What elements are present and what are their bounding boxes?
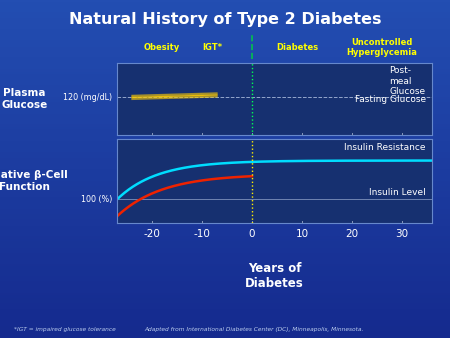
- Text: 0: 0: [249, 228, 255, 239]
- Text: Post-
meal
Glucose: Post- meal Glucose: [390, 66, 426, 96]
- Text: Insulin Level: Insulin Level: [369, 188, 426, 197]
- Text: -10: -10: [194, 228, 211, 239]
- Text: Relative β-Cell
Function: Relative β-Cell Function: [0, 170, 68, 192]
- Text: Insulin Resistance: Insulin Resistance: [344, 143, 426, 152]
- Text: Years of
Diabetes: Years of Diabetes: [245, 262, 304, 290]
- Text: 20: 20: [346, 228, 359, 239]
- Text: Natural History of Type 2 Diabetes: Natural History of Type 2 Diabetes: [69, 12, 381, 27]
- Text: Plasma
Glucose: Plasma Glucose: [2, 88, 48, 110]
- Text: 120 (mg/dL): 120 (mg/dL): [63, 93, 112, 102]
- Text: 30: 30: [396, 228, 409, 239]
- Text: Fasting Glucose: Fasting Glucose: [355, 95, 426, 103]
- Text: Adapted from International Diabetes Center (DC), Minneapolis, Minnesota.: Adapted from International Diabetes Cent…: [144, 327, 364, 332]
- Text: Obesity: Obesity: [144, 43, 180, 52]
- Text: Uncontrolled
Hyperglycemia: Uncontrolled Hyperglycemia: [346, 38, 418, 57]
- Text: Diabetes: Diabetes: [276, 43, 318, 52]
- Text: -20: -20: [144, 228, 161, 239]
- Text: 10: 10: [296, 228, 309, 239]
- Text: IGT*: IGT*: [202, 43, 222, 52]
- Text: 100 (%): 100 (%): [81, 195, 112, 204]
- Text: *IGT = impaired glucose tolerance: *IGT = impaired glucose tolerance: [14, 327, 115, 332]
